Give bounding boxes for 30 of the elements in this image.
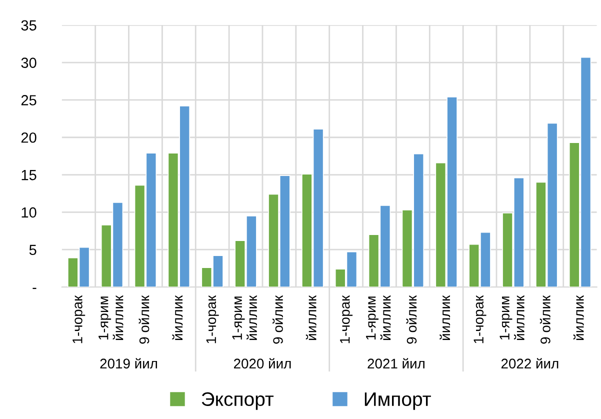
text: 2020 йил [234,358,291,369]
y-tick-label: - [32,288,36,289]
x-tick-label: 1-ярим йиллик [366,295,391,340]
text: 2019 йил [100,358,157,369]
y-tick-label: 20 [21,132,36,143]
x-tick-label: 9 ойлик [406,295,417,344]
x-tick-label: йиллик [306,295,316,340]
x-tick-label: 9 ойлик [540,295,550,344]
x-tick-label: йиллик [440,295,450,340]
x-tick-label: 1-ярим йиллик [232,295,257,340]
x-tick-label: 1-чорак [206,295,219,344]
legend-label: Импорт [364,392,431,410]
x-tick-label: 1-ярим йиллик [98,295,124,340]
x-tick-label: йиллик [172,295,183,340]
text: 2021 йил [368,358,424,369]
y-tick-label: 5 [29,244,36,256]
x-tick-label: 9 ойлик [138,295,150,344]
y-tick-label: 10 [22,207,36,218]
text: 2022 йил [501,358,558,369]
legend-label: Экспорт [202,392,274,410]
y-tick-label: 30 [21,58,36,68]
x-tick-label: 1-ярим йиллик [500,295,524,340]
x-tick-label: 9 ойлик [272,295,283,344]
x-tick-label: 1-чорак [72,295,86,344]
y-tick-label: 25 [21,95,36,106]
y-tick-label: 35 [21,20,36,31]
y-tick-label: 15 [22,170,36,180]
x-tick-label: йиллик [573,295,584,340]
x-tick-label: 1-чорак [474,295,486,344]
x-tick-label: 1-чорак [340,295,353,344]
